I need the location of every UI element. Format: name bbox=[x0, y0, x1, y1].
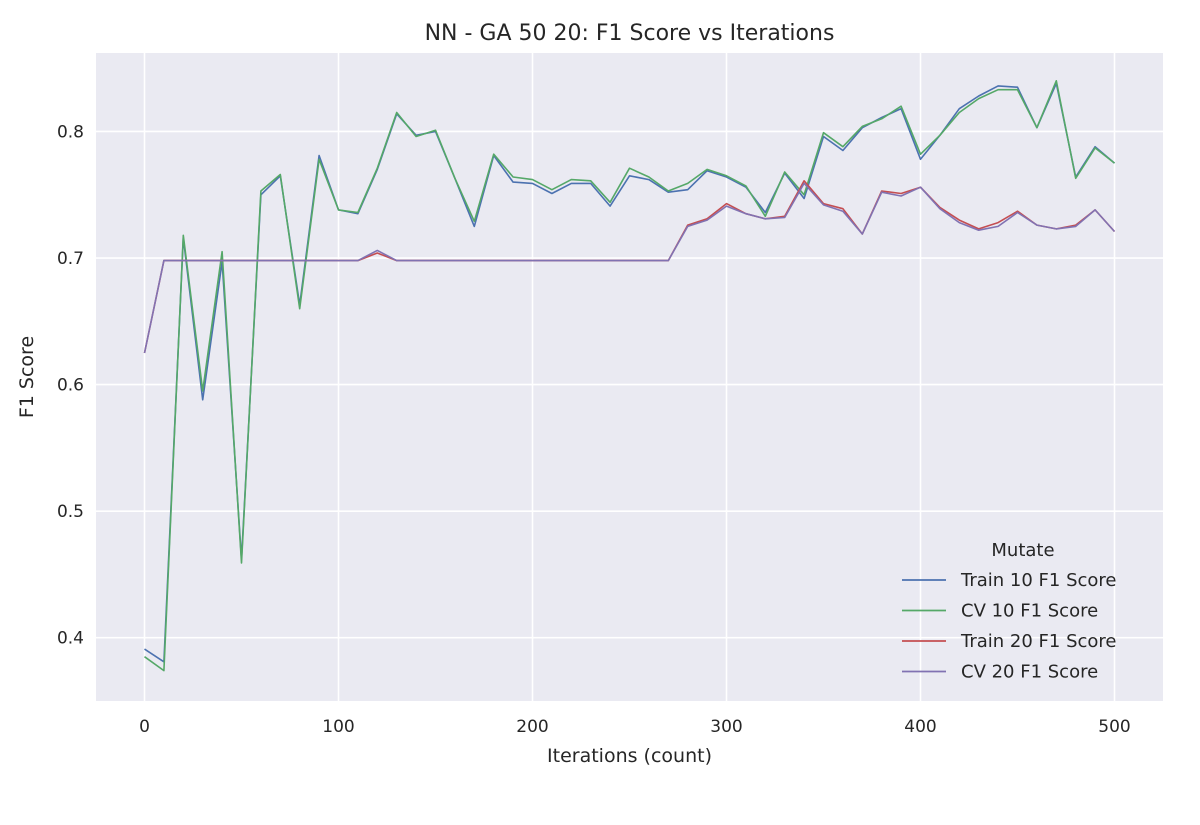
legend-item: CV 10 F1 Score bbox=[902, 601, 1098, 622]
x-tick-label: 200 bbox=[516, 717, 548, 737]
y-tick-label: 0.7 bbox=[57, 249, 84, 269]
legend: Mutate Train 10 F1 Score CV 10 F1 Score Tr… bbox=[902, 540, 1116, 683]
series-layer bbox=[143, 80, 1116, 672]
x-axis-label: Iterations (count) bbox=[547, 745, 712, 767]
y-tick-labels: 0.4 0.5 0.6 0.7 0.8 bbox=[57, 122, 84, 648]
y-axis-label: F1 Score bbox=[16, 336, 38, 418]
legend-title: Mutate bbox=[991, 540, 1054, 561]
series-line-4 bbox=[143, 182, 1116, 354]
x-tick-label: 100 bbox=[322, 717, 354, 737]
legend-item: Train 20 F1 Score bbox=[902, 631, 1116, 652]
legend-label: CV 10 F1 Score bbox=[961, 601, 1098, 622]
chart-title: NN - GA 50 20: F1 Score vs Iterations bbox=[425, 21, 835, 46]
y-tick-label: 0.4 bbox=[57, 629, 84, 649]
y-tick-label: 0.8 bbox=[57, 122, 84, 142]
legend-item: CV 20 F1 Score bbox=[902, 662, 1098, 683]
x-tick-label: 400 bbox=[904, 717, 936, 737]
y-tick-label: 0.5 bbox=[57, 502, 84, 522]
grid bbox=[96, 53, 1163, 701]
legend-label: CV 20 F1 Score bbox=[961, 662, 1098, 683]
legend-label: Train 20 F1 Score bbox=[960, 631, 1116, 652]
x-tick-label: 0 bbox=[139, 717, 150, 737]
x-tick-labels: 0 100 200 300 400 500 bbox=[139, 717, 1131, 737]
legend-label: Train 10 F1 Score bbox=[960, 570, 1116, 591]
y-tick-label: 0.6 bbox=[57, 376, 84, 396]
x-tick-label: 300 bbox=[710, 717, 742, 737]
plot-background bbox=[96, 53, 1163, 701]
x-tick-label: 500 bbox=[1098, 717, 1130, 737]
series-line-2 bbox=[144, 80, 1115, 672]
legend-item: Train 10 F1 Score bbox=[902, 570, 1116, 591]
